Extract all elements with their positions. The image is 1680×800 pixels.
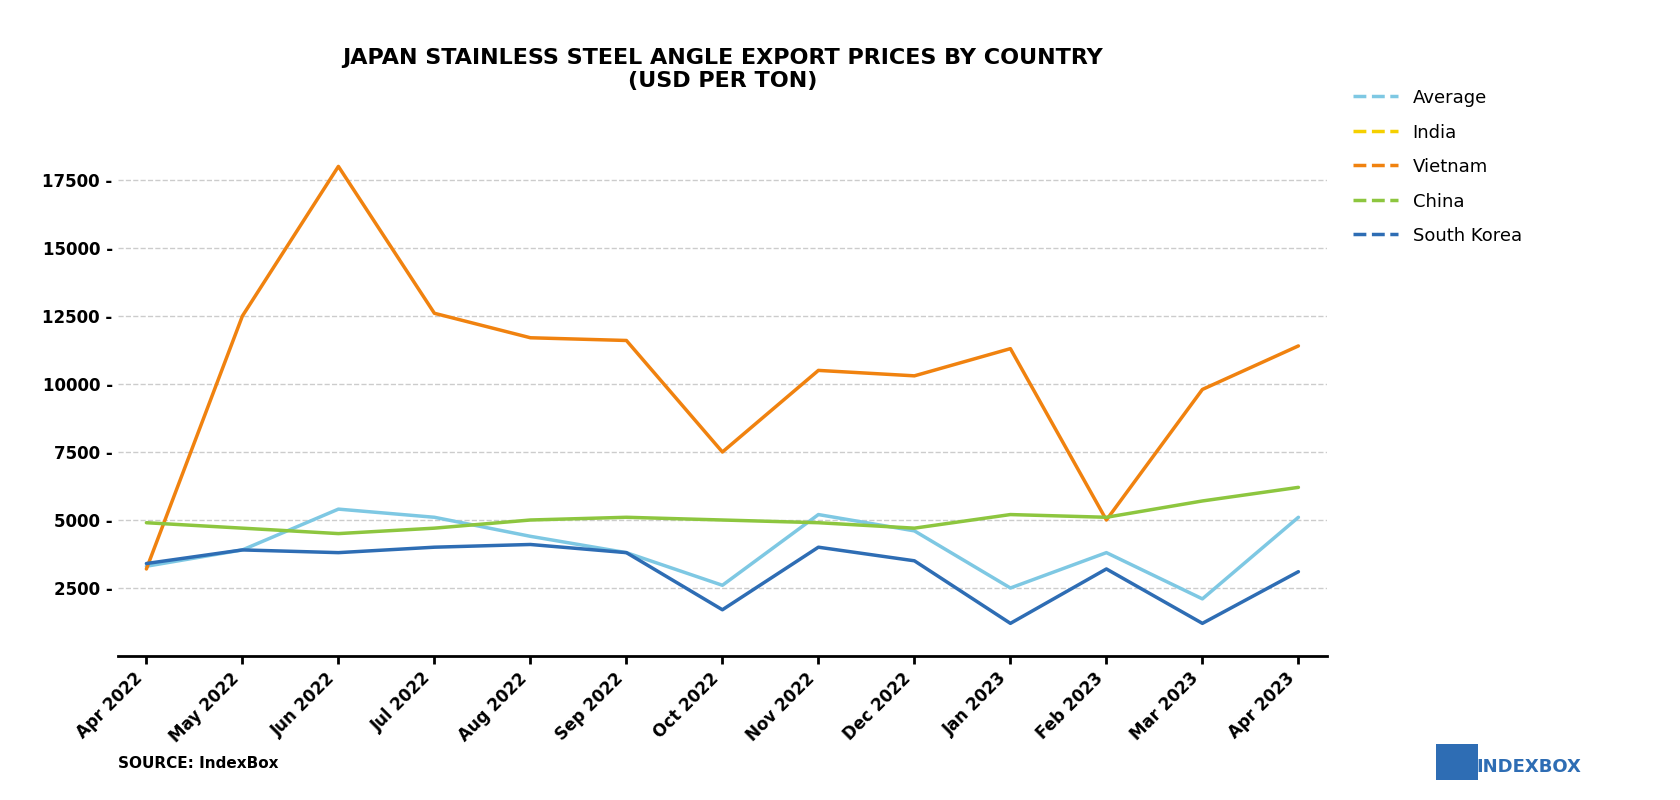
China bbox=[425, 523, 445, 533]
China bbox=[712, 515, 732, 525]
Text: JAPAN STAINLESS STEEL ANGLE EXPORT PRICES BY COUNTRY
(USD PER TON): JAPAN STAINLESS STEEL ANGLE EXPORT PRICE… bbox=[343, 48, 1102, 91]
Vietnam bbox=[904, 371, 924, 381]
Average bbox=[712, 581, 732, 590]
South Korea bbox=[328, 548, 348, 558]
Vietnam bbox=[712, 447, 732, 457]
Average bbox=[136, 562, 156, 571]
Vietnam bbox=[617, 336, 637, 346]
Legend: Average, India, Vietnam, China, South Korea: Average, India, Vietnam, China, South Ko… bbox=[1352, 89, 1522, 246]
South Korea bbox=[904, 556, 924, 566]
South Korea bbox=[1289, 567, 1309, 577]
Average bbox=[617, 548, 637, 558]
Average bbox=[232, 545, 252, 554]
China bbox=[617, 513, 637, 522]
China bbox=[808, 518, 828, 527]
Vietnam bbox=[1289, 341, 1309, 350]
China bbox=[521, 515, 541, 525]
South Korea bbox=[521, 540, 541, 550]
China bbox=[1097, 513, 1117, 522]
Average bbox=[328, 504, 348, 514]
Average bbox=[1193, 594, 1213, 604]
Vietnam bbox=[136, 564, 156, 574]
Vietnam bbox=[521, 333, 541, 342]
China bbox=[232, 523, 252, 533]
China bbox=[904, 523, 924, 533]
Text: INDEXBOX: INDEXBOX bbox=[1477, 758, 1581, 776]
Vietnam bbox=[328, 162, 348, 171]
South Korea bbox=[617, 548, 637, 558]
Average bbox=[1000, 583, 1020, 593]
Vietnam bbox=[1193, 385, 1213, 394]
China bbox=[328, 529, 348, 538]
Average bbox=[1097, 548, 1117, 558]
Average bbox=[521, 531, 541, 541]
South Korea bbox=[136, 558, 156, 568]
Text: SOURCE: IndexBox: SOURCE: IndexBox bbox=[118, 756, 279, 771]
China bbox=[1289, 482, 1309, 492]
South Korea bbox=[1097, 564, 1117, 574]
Vietnam bbox=[232, 311, 252, 321]
Vietnam bbox=[425, 309, 445, 318]
Vietnam bbox=[1000, 344, 1020, 354]
South Korea bbox=[808, 542, 828, 552]
South Korea bbox=[1193, 618, 1213, 628]
South Korea bbox=[425, 542, 445, 552]
Vietnam bbox=[808, 366, 828, 375]
China bbox=[1193, 496, 1213, 506]
China bbox=[1000, 510, 1020, 519]
China bbox=[136, 518, 156, 527]
South Korea bbox=[1000, 618, 1020, 628]
South Korea bbox=[232, 545, 252, 554]
South Korea bbox=[712, 605, 732, 614]
Line: China: China bbox=[146, 487, 1299, 534]
Line: Vietnam: Vietnam bbox=[146, 166, 1299, 569]
Average bbox=[904, 526, 924, 536]
Average bbox=[808, 510, 828, 519]
Average bbox=[425, 513, 445, 522]
Line: South Korea: South Korea bbox=[146, 545, 1299, 623]
Vietnam bbox=[1097, 515, 1117, 525]
Line: Average: Average bbox=[146, 509, 1299, 599]
Average bbox=[1289, 513, 1309, 522]
